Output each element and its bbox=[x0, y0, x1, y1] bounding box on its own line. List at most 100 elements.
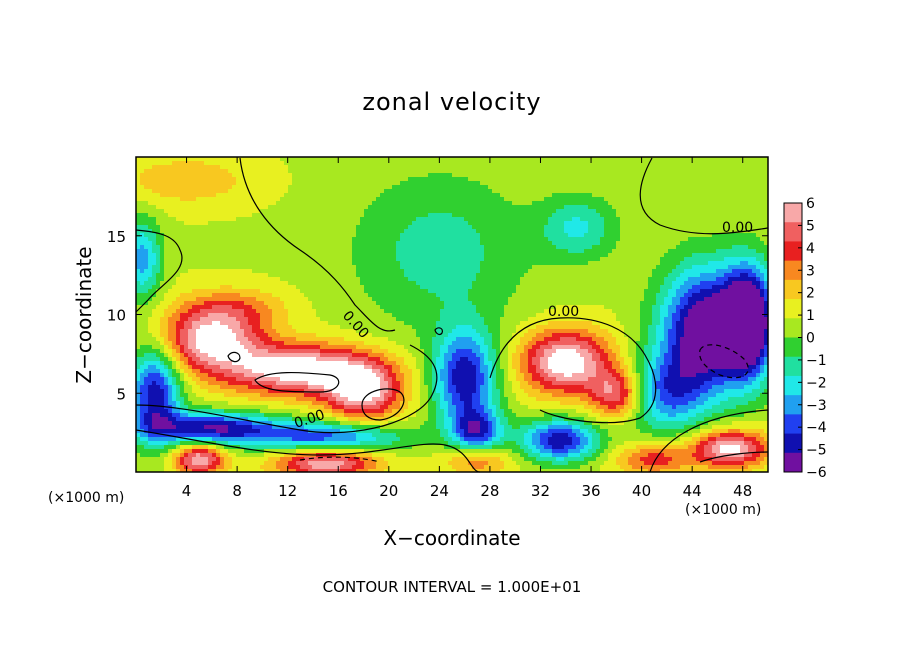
heat-cell bbox=[224, 165, 229, 170]
heat-cell bbox=[528, 205, 533, 210]
heat-cell bbox=[168, 221, 173, 226]
heat-cell bbox=[152, 245, 157, 250]
heat-cell bbox=[472, 281, 477, 286]
heat-cell bbox=[716, 197, 721, 202]
heat-cell bbox=[252, 241, 257, 246]
heat-cell bbox=[404, 261, 409, 266]
heat-cell bbox=[752, 233, 757, 238]
heat-cell bbox=[356, 249, 361, 254]
heat-cell bbox=[644, 253, 649, 258]
heat-cell bbox=[716, 205, 721, 210]
heat-cell bbox=[208, 277, 213, 282]
heat-cell bbox=[388, 257, 393, 262]
heat-cell bbox=[592, 277, 597, 282]
heat-cell bbox=[264, 165, 269, 170]
heat-cell bbox=[508, 249, 513, 254]
heat-cell bbox=[188, 165, 193, 170]
heat-cell bbox=[592, 257, 597, 262]
heat-cell bbox=[364, 165, 369, 170]
heat-cell bbox=[524, 169, 529, 174]
heat-cell bbox=[196, 253, 201, 258]
heat-cell bbox=[148, 181, 153, 186]
heat-cell bbox=[332, 229, 337, 234]
heat-cell bbox=[480, 193, 485, 198]
heat-cell bbox=[544, 205, 549, 210]
heat-cell bbox=[300, 157, 305, 162]
heat-cell bbox=[484, 209, 489, 214]
heat-cell bbox=[624, 157, 629, 162]
heat-cell bbox=[236, 169, 241, 174]
heat-cell bbox=[172, 229, 177, 234]
heat-cell bbox=[324, 181, 329, 186]
heat-cell bbox=[396, 205, 401, 210]
heat-cell bbox=[352, 225, 357, 230]
heat-cell bbox=[484, 177, 489, 182]
heat-cell bbox=[456, 185, 461, 190]
heat-cell bbox=[596, 201, 601, 206]
heat-cell bbox=[524, 229, 529, 234]
heat-cell bbox=[532, 217, 537, 222]
heat-cell bbox=[636, 185, 641, 190]
heat-cell bbox=[244, 177, 249, 182]
heat-cell bbox=[332, 245, 337, 250]
heat-cell bbox=[468, 237, 473, 242]
heat-cell bbox=[200, 273, 205, 278]
heat-cell bbox=[688, 205, 693, 210]
heat-cell bbox=[636, 193, 641, 198]
heat-cell bbox=[328, 257, 333, 262]
heat-cell bbox=[572, 197, 577, 202]
heat-cell bbox=[300, 257, 305, 262]
heat-cell bbox=[180, 165, 185, 170]
heat-cell bbox=[488, 217, 493, 222]
heat-cell bbox=[548, 197, 553, 202]
heat-cell bbox=[680, 257, 685, 262]
heat-cell bbox=[168, 233, 173, 238]
heat-cell bbox=[400, 261, 405, 266]
heat-cell bbox=[408, 201, 413, 206]
heat-cell bbox=[412, 213, 417, 218]
heat-cell bbox=[344, 169, 349, 174]
heat-cell bbox=[444, 173, 449, 178]
heat-cell bbox=[352, 281, 357, 286]
heat-cell bbox=[580, 221, 585, 226]
heat-cell bbox=[172, 261, 177, 266]
heat-cell bbox=[536, 269, 541, 274]
heat-cell bbox=[456, 221, 461, 226]
heat-cell bbox=[168, 229, 173, 234]
heat-cell bbox=[396, 185, 401, 190]
heat-cell bbox=[748, 193, 753, 198]
heat-cell bbox=[344, 253, 349, 258]
heat-cell bbox=[348, 269, 353, 274]
heat-cell bbox=[552, 237, 557, 242]
heat-cell bbox=[752, 213, 757, 218]
heat-cell bbox=[388, 245, 393, 250]
heat-cell bbox=[620, 205, 625, 210]
heat-cell bbox=[248, 165, 253, 170]
heat-cell bbox=[236, 209, 241, 214]
heat-cell bbox=[184, 185, 189, 190]
heat-cell bbox=[640, 237, 645, 242]
heat-cell bbox=[296, 205, 301, 210]
heat-cell bbox=[164, 189, 169, 194]
heat-cell bbox=[452, 273, 457, 278]
heat-cell bbox=[156, 201, 161, 206]
heat-cell bbox=[324, 161, 329, 166]
heat-cell bbox=[240, 265, 245, 270]
heat-cell bbox=[708, 165, 713, 170]
heat-cell bbox=[380, 233, 385, 238]
heat-cell bbox=[672, 185, 677, 190]
heat-cell bbox=[552, 249, 557, 254]
heat-cell bbox=[580, 205, 585, 210]
heat-cell bbox=[632, 181, 637, 186]
heat-cell bbox=[480, 213, 485, 218]
heat-cell bbox=[244, 281, 249, 286]
heat-cell bbox=[316, 257, 321, 262]
heat-cell bbox=[420, 165, 425, 170]
heat-cell bbox=[744, 205, 749, 210]
heat-cell bbox=[688, 169, 693, 174]
heat-cell bbox=[340, 213, 345, 218]
heat-cell bbox=[548, 241, 553, 246]
heat-cell bbox=[560, 277, 565, 282]
heat-cell bbox=[708, 229, 713, 234]
heat-cell bbox=[192, 277, 197, 282]
